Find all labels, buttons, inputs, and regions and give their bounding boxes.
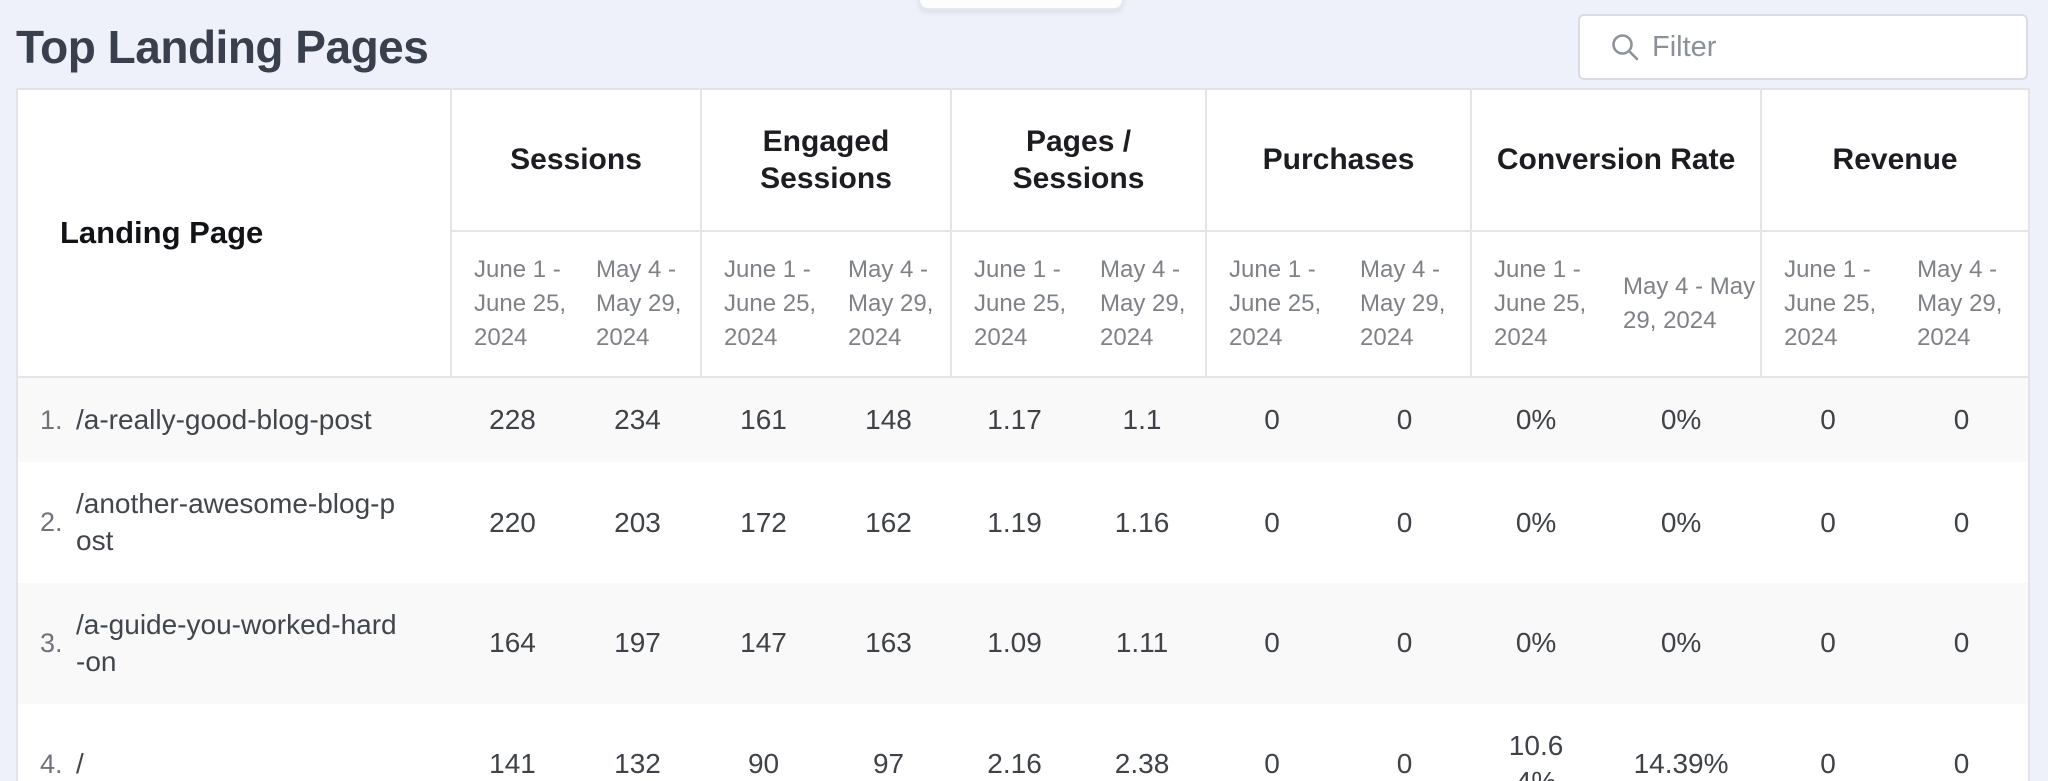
date-range-current: June 1 - June 25, 2024 <box>950 231 1079 378</box>
cell-revenue-current: 0 <box>1820 748 1836 780</box>
column-group-revenue: Revenue <box>1760 89 2030 232</box>
cell-revenue-previous: 0 <box>1953 748 1970 780</box>
table-row: 2. /another-awesome-blog-post 220 203 172… <box>17 462 2029 583</box>
date-range-previous: May 4 - May 29, 2024 <box>1078 231 1207 378</box>
table-row: 3. /a-guide-you-worked-hard-on 164 197 14… <box>17 583 2030 704</box>
cell-conversion-current: 0% <box>1471 583 1602 704</box>
date-range-current: June 1 - June 25, 2024 <box>700 231 827 378</box>
panel-header: Top Landing Pages <box>0 0 2048 88</box>
cell-pages-current: 1.09 <box>951 583 1079 704</box>
row-rank: 2. <box>40 507 63 538</box>
date-range-previous: May 4 - May 29, 2024 <box>1601 231 1762 378</box>
cell-pages-current: 2.16 <box>987 748 1042 780</box>
cell-pages-current: 1.17 <box>951 377 1079 463</box>
row-rank: 3. <box>40 628 63 659</box>
cell-revenue-current: 0 <box>1761 583 1896 704</box>
landing-page-path: /a-really-good-blog-post <box>76 404 372 435</box>
filter-container <box>1578 14 2028 80</box>
cell-pages-previous: 1.1 <box>1078 377 1207 463</box>
column-group-pages-sessions: Pages / Sessions <box>950 89 1207 232</box>
date-range-current: June 1 - June 25, 2024 <box>450 231 574 378</box>
cell-engaged-current: 161 <box>701 377 827 463</box>
cell-sessions-current: 164 <box>451 583 574 704</box>
cell-revenue-current: 0 <box>1761 377 1896 463</box>
cell-conversion-previous: 0% <box>1660 506 1702 538</box>
cell-engaged-current: 90 <box>747 748 780 780</box>
column-header-landing-page: Landing Page <box>17 89 451 378</box>
cell-purchases-current: 0 <box>1264 748 1280 780</box>
cell-pages-previous: 1.11 <box>1078 583 1207 704</box>
column-group-header-row: Landing Page Sessions Engaged Sessions P… <box>17 89 2030 378</box>
cell-conversion-current: 10.64% <box>1508 729 1564 781</box>
cell-engaged-previous: 148 <box>826 377 952 463</box>
date-range-header-row: June 1 - June 25, 2024 May 4 - May 29, 2… <box>17 231 2030 378</box>
cell-engaged-previous: 163 <box>826 583 952 704</box>
date-range-current: June 1 - June 25, 2024 <box>1470 231 1602 378</box>
cell-sessions-current: 220 <box>489 506 536 538</box>
landing-page-path: / <box>76 748 84 780</box>
cell-sessions-previous: 234 <box>574 377 702 463</box>
cell-sessions-previous: 132 <box>614 748 661 780</box>
column-group-sessions: Sessions <box>449 89 702 232</box>
cell-pages-current: 1.19 <box>987 506 1042 538</box>
cell-purchases-previous: 0 <box>1338 377 1472 463</box>
date-range-current: June 1 - June 25, 2024 <box>1205 231 1339 378</box>
date-range-current: June 1 - June 25, 2024 <box>1760 231 1896 378</box>
cell-engaged-current: 147 <box>701 583 827 704</box>
cell-purchases-previous: 0 <box>1338 583 1472 704</box>
date-range-previous: May 4 - May 29, 2024 <box>574 231 702 378</box>
column-group-conversion-rate: Conversion Rate <box>1470 89 1762 232</box>
cell-purchases-current: 0 <box>1206 583 1339 704</box>
page-title: Top Landing Pages <box>16 21 429 73</box>
row-rank: 4. <box>40 748 63 779</box>
cell-sessions-previous: 197 <box>574 583 702 704</box>
landing-page-path: /a-guide-you-worked-hard-on <box>76 609 397 677</box>
cell-purchases-current: 0 <box>1264 506 1280 538</box>
column-group-engaged-sessions: Engaged Sessions <box>700 89 952 232</box>
cell-purchases-previous: 0 <box>1396 506 1413 538</box>
cell-conversion-current: 0% <box>1471 377 1602 463</box>
cell-revenue-current: 0 <box>1820 506 1836 538</box>
cell-purchases-previous: 0 <box>1396 748 1413 780</box>
cell-pages-previous: 2.38 <box>1114 748 1170 780</box>
cell-engaged-current: 172 <box>740 506 787 538</box>
cell-purchases-current: 0 <box>1206 377 1339 463</box>
landing-pages-table: Landing Page Sessions Engaged Sessions P… <box>16 88 2031 781</box>
cell-sessions-previous: 203 <box>614 506 661 538</box>
cell-engaged-previous: 162 <box>865 506 912 538</box>
cell-sessions-current: 141 <box>489 748 536 780</box>
table-row: 4. / 141 132 90 97 2.16 2.38 0 0 10.64% 1… <box>17 704 2029 781</box>
cutoff-element-top <box>918 0 1124 10</box>
filter-input[interactable] <box>1578 14 2028 80</box>
table-row: 1. /a-really-good-blog-post 228 234 161 1… <box>17 377 2030 463</box>
cell-pages-previous: 1.16 <box>1114 506 1170 538</box>
cell-conversion-previous: 0% <box>1601 377 1762 463</box>
cell-revenue-previous: 0 <box>1895 583 2030 704</box>
cell-conversion-previous: 14.39% <box>1633 748 1729 780</box>
date-range-previous: May 4 - May 29, 2024 <box>826 231 952 378</box>
cell-engaged-previous: 97 <box>872 748 905 780</box>
cell-revenue-previous: 0 <box>1895 377 2030 463</box>
date-range-previous: May 4 - May 29, 2024 <box>1338 231 1472 378</box>
landing-page-path: /another-awesome-blog-post <box>76 488 396 556</box>
date-range-previous: May 4 - May 29, 2024 <box>1895 231 2030 378</box>
column-group-purchases: Purchases <box>1205 89 1472 232</box>
cell-conversion-previous: 0% <box>1601 583 1762 704</box>
row-rank: 1. <box>40 404 63 435</box>
cell-sessions-current: 228 <box>451 377 574 463</box>
cell-revenue-previous: 0 <box>1953 506 1970 538</box>
cell-conversion-current: 0% <box>1515 506 1557 538</box>
